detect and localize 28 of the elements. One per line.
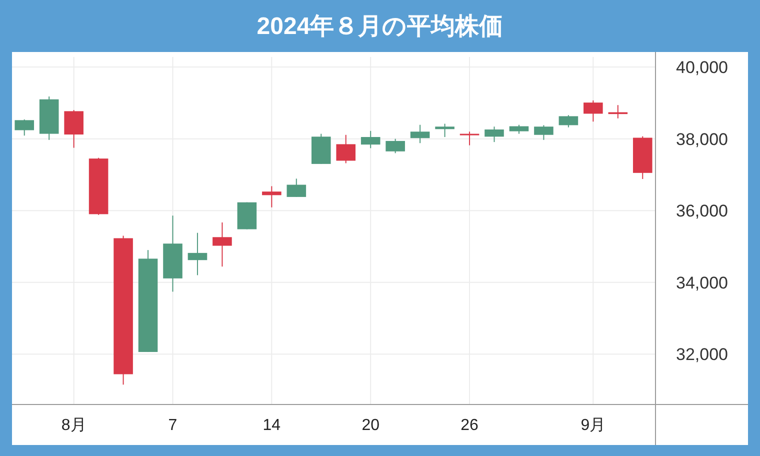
y-tick-label: 32,000 [676,345,728,364]
x-tick-label: 14 [262,417,281,434]
y-tick-label: 36,000 [676,202,728,221]
candlestick [360,130,380,149]
chart-title: 2024年８月の平均株価 [256,13,504,40]
candlestick [188,232,208,276]
x-tick-label: 26 [460,417,479,434]
candlestick [460,131,480,146]
candlestick [336,134,356,164]
y-tick-label: 34,000 [676,273,728,292]
candlestick [64,110,84,148]
candlestick [558,114,578,128]
y-tick-label: 40,000 [676,58,728,78]
candlestick [584,100,603,122]
candlestick [484,126,504,143]
candlestick [435,123,454,138]
y-tick-label: 38,000 [676,130,728,149]
x-tick-label: 20 [362,417,380,434]
candlestick [534,124,554,140]
x-tick-label: 9月 [580,417,606,434]
x-tick-label: 7 [168,417,178,434]
candlestick [410,124,430,144]
candlestick [262,186,282,208]
candlestick [386,138,405,154]
candlestick [212,222,232,268]
candlestick [286,178,306,198]
candlestick [14,118,34,136]
x-tick-label: 8月 [61,417,86,434]
